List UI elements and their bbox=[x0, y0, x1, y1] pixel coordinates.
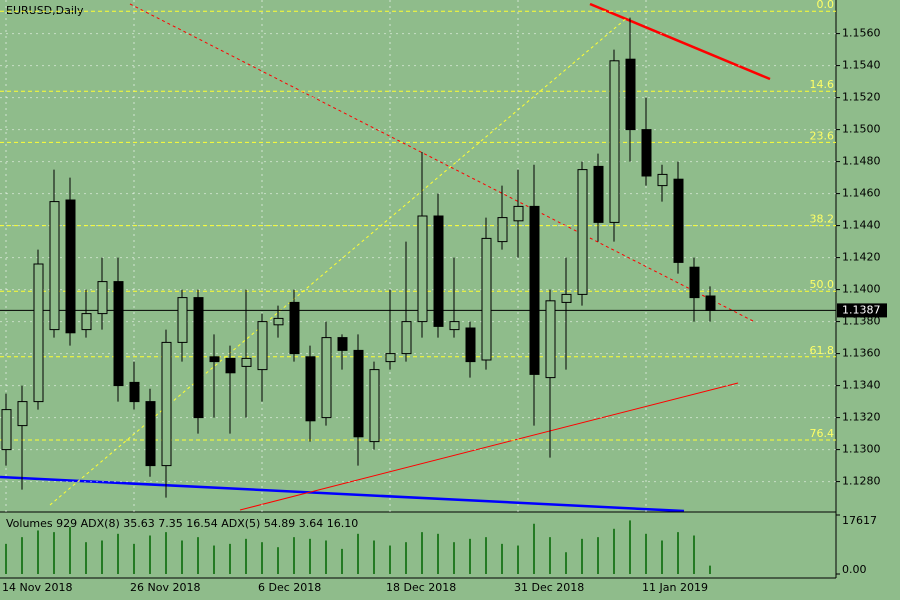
candle-body bbox=[577, 169, 588, 295]
candle-body bbox=[385, 353, 396, 363]
candle-body bbox=[673, 178, 684, 263]
candle-body bbox=[241, 357, 252, 367]
candle-body bbox=[609, 60, 620, 223]
x-tick-label: 6 Dec 2018 bbox=[258, 581, 321, 594]
candle-body bbox=[17, 401, 28, 427]
candle-body bbox=[369, 369, 380, 443]
candle-body bbox=[561, 293, 572, 303]
candle-body bbox=[273, 317, 284, 326]
x-tick-label: 18 Dec 2018 bbox=[386, 581, 456, 594]
candle-body bbox=[65, 199, 76, 334]
y-tick-label: 1.1300 bbox=[842, 443, 881, 456]
candle-body bbox=[417, 215, 428, 323]
candle-body bbox=[321, 337, 332, 419]
candle-body bbox=[225, 357, 236, 374]
indicator-tick-label: 0.00 bbox=[842, 563, 867, 576]
support-line bbox=[0, 475, 685, 513]
candle-body bbox=[129, 381, 140, 403]
candle-body bbox=[593, 165, 604, 223]
y-tick-label: 1.1440 bbox=[842, 219, 881, 232]
candle-body bbox=[305, 356, 316, 422]
candle-body bbox=[625, 58, 636, 131]
candle-body bbox=[289, 301, 300, 355]
last-price-label: 1.1387 bbox=[842, 303, 881, 316]
candle-body bbox=[513, 205, 524, 222]
last-price-box bbox=[837, 303, 887, 318]
candle-body bbox=[193, 297, 204, 419]
y-tick-label: 1.1280 bbox=[842, 475, 881, 488]
candle-body bbox=[209, 356, 220, 363]
candle-body bbox=[449, 321, 460, 331]
candle-body bbox=[481, 237, 492, 361]
trend-line bbox=[239, 382, 739, 511]
candle-body bbox=[401, 321, 412, 355]
fib-label: 76.4 bbox=[810, 427, 835, 440]
trend-line bbox=[129, 3, 756, 323]
y-tick-label: 1.1460 bbox=[842, 187, 881, 200]
y-tick-label: 1.1540 bbox=[842, 59, 881, 72]
candle-body bbox=[49, 201, 60, 331]
fib-label: 14.6 bbox=[810, 78, 835, 91]
indicator-tick-label: 17617 bbox=[842, 514, 877, 527]
x-tick-label: 14 Nov 2018 bbox=[2, 581, 72, 594]
candle-body bbox=[529, 205, 540, 375]
candle-body bbox=[705, 295, 716, 311]
y-tick-label: 1.1400 bbox=[842, 283, 881, 296]
candle-body bbox=[161, 341, 172, 467]
candle-body bbox=[337, 337, 348, 351]
y-tick-label: 1.1320 bbox=[842, 411, 881, 424]
indicator-title: Volumes 929 ADX(8) 35.63 7.35 16.54 ADX(… bbox=[6, 517, 358, 530]
fib-label: 23.6 bbox=[810, 129, 835, 142]
candle-body bbox=[497, 217, 508, 243]
candle-body bbox=[465, 327, 476, 363]
y-tick-label: 1.1520 bbox=[842, 91, 881, 104]
candle-body bbox=[545, 300, 556, 379]
candle-body bbox=[689, 266, 700, 299]
candle-body bbox=[657, 173, 668, 187]
candle-body bbox=[81, 313, 92, 331]
candle-body bbox=[433, 215, 444, 327]
y-tick-label: 1.1360 bbox=[842, 347, 881, 360]
y-tick-label: 1.1340 bbox=[842, 379, 881, 392]
y-tick-label: 1.1420 bbox=[842, 251, 881, 264]
candle-body bbox=[641, 129, 652, 177]
candle-body bbox=[1, 409, 12, 451]
resistance-line bbox=[589, 2, 771, 81]
y-tick-label: 1.1380 bbox=[842, 315, 881, 328]
candle-body bbox=[177, 297, 188, 343]
x-tick-label: 11 Jan 2019 bbox=[642, 581, 708, 594]
x-tick-label: 31 Dec 2018 bbox=[514, 581, 584, 594]
fib-label: 38.2 bbox=[810, 213, 835, 226]
candle-body bbox=[97, 281, 108, 315]
candle-body bbox=[257, 321, 268, 371]
chart-title: EURUSD,Daily bbox=[6, 4, 84, 17]
x-tick-label: 26 Nov 2018 bbox=[130, 581, 200, 594]
fib-label: 0.0 bbox=[817, 0, 835, 11]
candle-body bbox=[113, 281, 124, 387]
y-tick-label: 1.1480 bbox=[842, 155, 881, 168]
y-tick-label: 1.1500 bbox=[842, 123, 881, 136]
candle-body bbox=[353, 349, 364, 438]
y-tick-label: 1.1560 bbox=[842, 27, 881, 40]
candle-body bbox=[145, 401, 156, 467]
fib-label: 50.0 bbox=[810, 278, 835, 291]
fib-label: 61.8 bbox=[810, 344, 835, 357]
candle-body bbox=[33, 263, 44, 403]
